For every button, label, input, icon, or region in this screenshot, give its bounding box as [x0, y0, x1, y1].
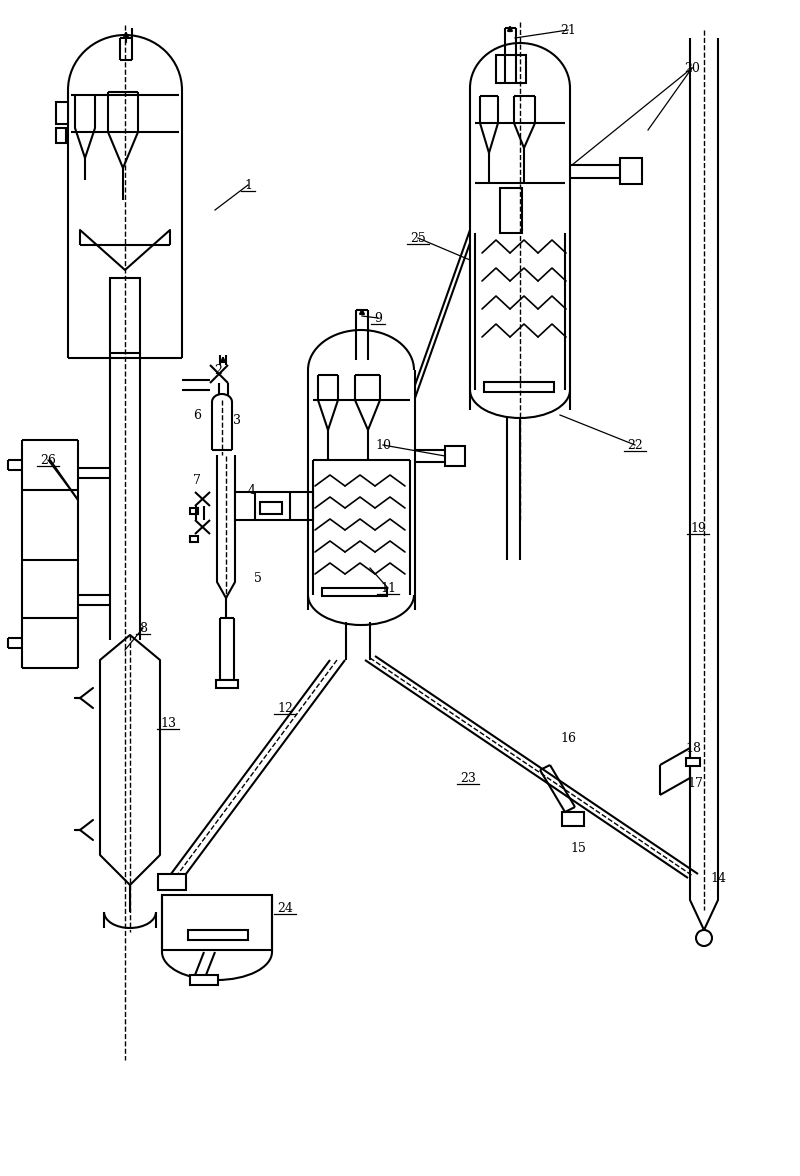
Bar — [56, 128, 66, 143]
Text: 13: 13 — [160, 716, 176, 729]
Text: 5: 5 — [254, 572, 262, 584]
Text: 17: 17 — [687, 776, 703, 789]
Text: 24: 24 — [277, 902, 293, 915]
Bar — [216, 680, 238, 688]
Bar — [445, 446, 465, 466]
Text: 11: 11 — [380, 581, 396, 595]
Text: 6: 6 — [193, 408, 201, 421]
Text: 14: 14 — [710, 871, 726, 884]
Text: 25: 25 — [410, 232, 426, 245]
Text: 19: 19 — [690, 521, 706, 535]
Bar — [56, 102, 68, 123]
Text: 15: 15 — [570, 842, 586, 855]
Bar — [322, 588, 387, 596]
Bar — [500, 188, 522, 233]
Text: 12: 12 — [277, 702, 293, 715]
Bar — [562, 811, 584, 826]
Bar — [158, 874, 186, 890]
Text: 22: 22 — [627, 439, 643, 452]
Text: 2: 2 — [214, 363, 222, 376]
Circle shape — [696, 930, 712, 946]
Text: 26: 26 — [40, 454, 56, 467]
Bar — [190, 536, 198, 542]
Text: 3: 3 — [233, 414, 241, 427]
Text: 20: 20 — [684, 61, 700, 74]
Bar — [620, 158, 642, 183]
Text: 1: 1 — [244, 179, 252, 192]
Text: 16: 16 — [560, 731, 576, 744]
Bar — [260, 502, 282, 514]
Text: 4: 4 — [248, 483, 256, 496]
Bar — [190, 975, 218, 985]
Text: 10: 10 — [375, 439, 391, 452]
Text: 21: 21 — [560, 24, 576, 36]
Bar — [484, 382, 554, 392]
Text: 18: 18 — [685, 742, 701, 755]
Bar — [188, 930, 248, 940]
Bar — [686, 759, 700, 766]
Text: 7: 7 — [193, 474, 201, 487]
Text: 23: 23 — [460, 771, 476, 784]
Bar — [496, 55, 526, 83]
Bar — [110, 278, 140, 353]
Bar — [235, 492, 313, 520]
Bar — [190, 508, 198, 514]
Text: 8: 8 — [139, 621, 147, 635]
Bar — [162, 895, 272, 950]
Text: 9: 9 — [374, 312, 382, 325]
